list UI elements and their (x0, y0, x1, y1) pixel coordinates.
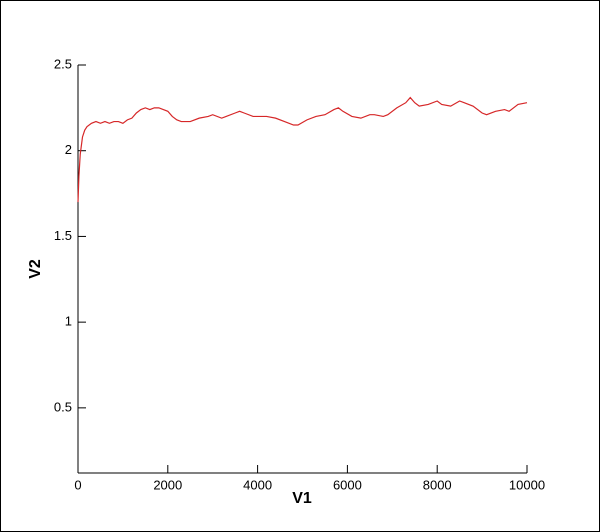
x-tick-label: 10000 (509, 477, 545, 492)
y-tick-label: 0.5 (54, 399, 72, 414)
y-axis-title: V2 (27, 259, 44, 279)
x-tick-label: 4000 (243, 477, 272, 492)
y-tick-label: 1.5 (54, 228, 72, 243)
y-tick-label: 1 (65, 314, 72, 329)
x-tick-label: 2000 (153, 477, 182, 492)
y-tick-label: 2.5 (54, 56, 72, 71)
y-tick-label: 2 (65, 142, 72, 157)
x-axis-title: V1 (292, 490, 312, 507)
x-tick-label: 8000 (423, 477, 452, 492)
data-line (77, 96, 528, 203)
x-tick-label: 6000 (333, 477, 362, 492)
x-tick-label: 0 (74, 477, 81, 492)
